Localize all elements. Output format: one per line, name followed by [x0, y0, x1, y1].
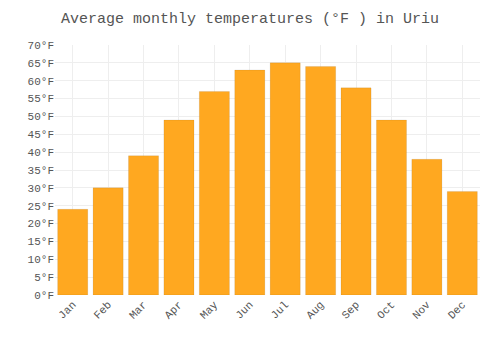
- svg-text:Jun: Jun: [233, 299, 255, 321]
- svg-text:55°F: 55°F: [28, 93, 54, 105]
- svg-text:Sep: Sep: [340, 299, 362, 321]
- svg-text:Average monthly temperatures (: Average monthly temperatures (°F ) in Ur…: [61, 11, 439, 28]
- svg-text:35°F: 35°F: [28, 165, 54, 177]
- svg-text:Oct: Oct: [375, 299, 397, 321]
- svg-text:50°F: 50°F: [28, 111, 54, 123]
- svg-text:65°F: 65°F: [28, 58, 54, 70]
- svg-text:30°F: 30°F: [28, 183, 54, 195]
- svg-text:15°F: 15°F: [28, 236, 54, 248]
- svg-text:60°F: 60°F: [28, 76, 54, 88]
- svg-text:Dec: Dec: [446, 299, 468, 321]
- svg-text:Apr: Apr: [162, 299, 184, 321]
- svg-text:Feb: Feb: [92, 299, 114, 321]
- svg-text:45°F: 45°F: [28, 129, 54, 141]
- svg-text:May: May: [198, 299, 221, 322]
- svg-text:20°F: 20°F: [28, 218, 54, 230]
- svg-text:Jul: Jul: [269, 299, 291, 321]
- svg-text:5°F: 5°F: [34, 272, 54, 284]
- svg-text:25°F: 25°F: [28, 201, 54, 213]
- svg-text:Jan: Jan: [56, 299, 78, 321]
- svg-text:0°F: 0°F: [34, 290, 54, 302]
- svg-text:Aug: Aug: [304, 299, 326, 321]
- svg-text:40°F: 40°F: [28, 147, 54, 159]
- svg-text:10°F: 10°F: [28, 254, 54, 266]
- svg-text:70°F: 70°F: [28, 40, 54, 52]
- svg-text:Mar: Mar: [127, 299, 149, 321]
- svg-text:Nov: Nov: [410, 299, 433, 322]
